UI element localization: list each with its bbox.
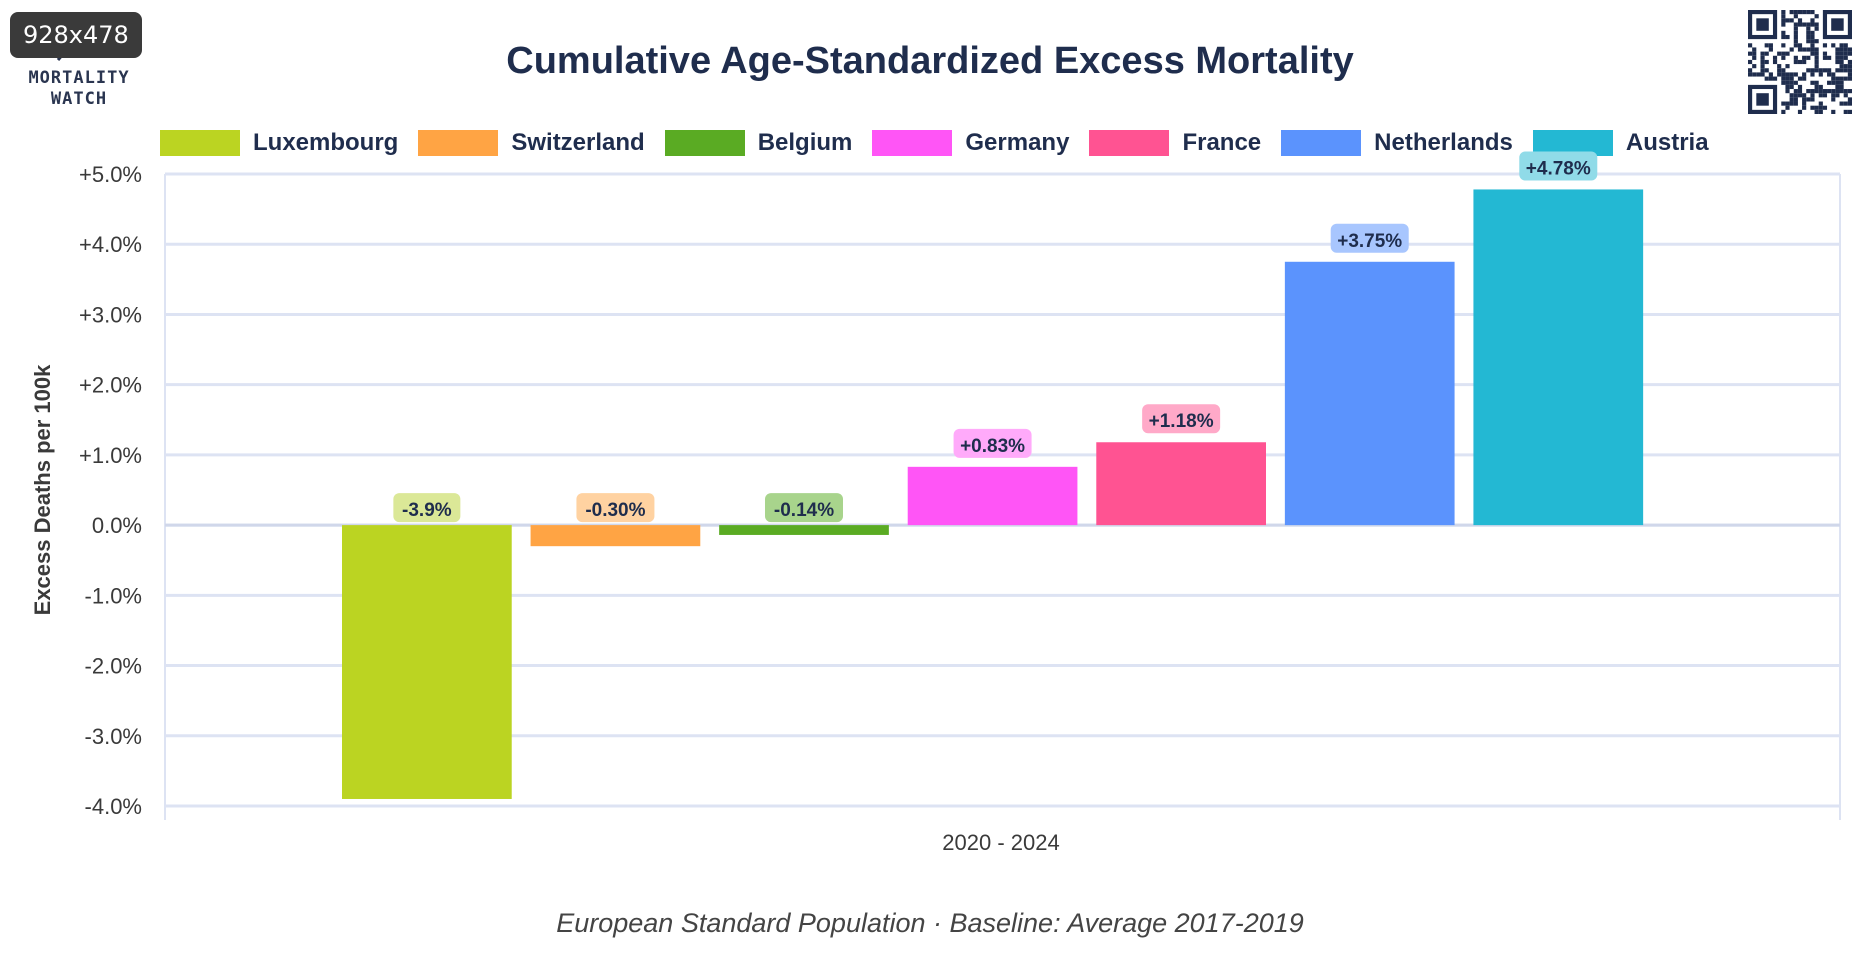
legend-swatch (872, 130, 953, 156)
legend-label: Belgium (757, 129, 853, 156)
data-label: -0.30% (585, 500, 645, 521)
legend-item-switzerland[interactable]: Switzerland (418, 129, 645, 157)
y-tick-label: -2.0% (85, 654, 142, 679)
y-tick-label: -3.0% (85, 724, 142, 749)
y-tick-label: +5.0% (79, 162, 142, 187)
y-axis-title: Excess Deaths per 100k (30, 364, 55, 615)
legend-swatch (418, 130, 499, 156)
logo-line-2: WATCH (50, 89, 108, 109)
chart-subtitle: European Standard Population · Baseline:… (556, 908, 1304, 938)
bar-chart: +5.0% +4.0% +3.0% +2.0% +1.0% 0.0% -1.0% -2.0% -… (30, 151, 1841, 855)
bar-netherlands[interactable] (1284, 261, 1455, 526)
qr-code-icon[interactable] (1748, 10, 1852, 114)
data-label: +0.83% (960, 436, 1025, 457)
bar-germany[interactable] (907, 466, 1078, 526)
legend-label: Switzerland (511, 129, 645, 156)
y-tick-label: -4.0% (85, 794, 142, 819)
legend-item-france[interactable]: France (1089, 129, 1261, 157)
legend-swatch (1281, 130, 1362, 156)
legend-label: Germany (965, 129, 1070, 156)
legend-label: Netherlands (1374, 129, 1513, 156)
data-label-background (1519, 151, 1598, 181)
bar-france[interactable] (1096, 442, 1266, 526)
y-tick-label: +2.0% (79, 373, 142, 398)
data-label-background (393, 493, 461, 523)
chart-legend: Luxembourg Switzerland Belgium Germany Franc… (160, 127, 1729, 159)
legend-label: Austria (1625, 129, 1709, 156)
bar-switzerland[interactable] (530, 525, 701, 547)
logo-line-1: MORTALITY (28, 68, 130, 88)
legend-label: Luxembourg (253, 129, 399, 156)
data-label: -0.14% (774, 500, 834, 521)
bar-austria[interactable] (1473, 189, 1644, 526)
x-tick-label: 2020 - 2024 (942, 830, 1059, 855)
data-label: -3.9% (402, 500, 452, 521)
data-label-background (1330, 223, 1409, 253)
chart-title: Cumulative Age-Standardized Excess Morta… (506, 40, 1354, 82)
legend-swatch (664, 130, 745, 156)
y-tick-label: -1.0% (85, 583, 142, 608)
bar-belgium[interactable] (719, 525, 889, 535)
legend-item-luxembourg[interactable]: Luxembourg (160, 129, 398, 157)
legend-swatch (1089, 130, 1170, 156)
data-label-background (576, 493, 655, 523)
y-tick-label: +4.0% (79, 232, 142, 257)
legend-swatch (160, 130, 240, 156)
legend-item-netherlands[interactable]: Netherlands (1281, 129, 1513, 157)
data-label-background (765, 493, 843, 523)
image-size-badge: 928x478 (10, 12, 142, 58)
y-tick-label: +3.0% (79, 302, 142, 327)
y-tick-label: 0.0% (92, 513, 142, 538)
legend-item-belgium[interactable]: Belgium (664, 129, 853, 157)
legend-label: France (1182, 129, 1262, 156)
data-label: +1.18% (1149, 411, 1214, 432)
data-label: +3.75% (1337, 231, 1402, 252)
data-label-background (953, 428, 1032, 458)
bar-luxembourg[interactable] (342, 525, 512, 799)
qr-modules (1748, 10, 1852, 114)
data-label-background (1142, 404, 1221, 434)
y-tick-label: +1.0% (79, 443, 142, 468)
legend-item-germany[interactable]: Germany (872, 129, 1069, 157)
data-label: +4.78% (1526, 158, 1591, 179)
